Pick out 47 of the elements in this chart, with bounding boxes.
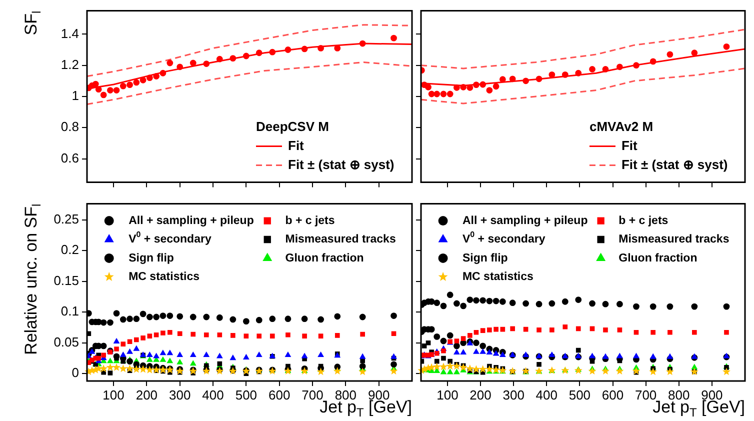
legend-label: All + sampling + pileup: [462, 214, 588, 227]
y-tick-label: 0.2: [60, 242, 79, 258]
x-tick-label: 100: [102, 387, 124, 402]
y-tick-label: 1.4: [60, 26, 79, 41]
x-tick-label: 200: [470, 387, 492, 402]
x-tick-label: 500: [235, 387, 258, 402]
x-tick-label: 300: [169, 387, 191, 402]
y-axis-title: SFl: [22, 10, 44, 36]
legend-label: b + c jets: [618, 214, 668, 227]
legend-label: All + sampling + pileup: [128, 214, 254, 227]
x-tick-label: 500: [568, 387, 591, 402]
y-tick-label: 1: [72, 88, 79, 104]
x-tick-label: 100: [436, 387, 458, 402]
y-tick-label: 0: [72, 365, 79, 380]
legend-label: Mismeasured tracks: [285, 234, 396, 246]
x-tick-label: 700: [634, 387, 657, 402]
y-axis-title: Relative unc. on SFl: [22, 204, 44, 355]
x-tick-label: 800: [668, 387, 690, 402]
x-tick-label: 400: [536, 387, 558, 402]
x-tick-label: 200: [136, 387, 158, 402]
y-tick-label: 0.1: [60, 304, 79, 319]
legend-label: Fit: [288, 138, 305, 153]
y-tick-label: 0.25: [54, 211, 79, 226]
y-tick-label: 0.15: [54, 272, 79, 288]
legend-label: Fit ± (stat ⊕ syst): [621, 156, 728, 172]
legend-label: Fit: [621, 138, 638, 153]
x-tick-label: 300: [502, 387, 524, 402]
x-tick-label: 600: [602, 387, 624, 402]
legend-label: Mismeasured tracks: [618, 234, 730, 246]
y-tick-label: 1.2: [60, 56, 79, 72]
y-tick-label: 0.05: [54, 334, 79, 350]
x-tick-label: 600: [268, 387, 290, 402]
x-tick-label: 400: [202, 387, 224, 402]
y-tick-label: 0.8: [60, 119, 79, 134]
legend-title: cMVAv2 M: [589, 118, 654, 134]
x-tick-label: 700: [302, 387, 324, 402]
legend-label: Gluon fraction: [618, 252, 698, 264]
legend-title: DeepCSV M: [256, 118, 329, 134]
legend-label: Sign flip: [462, 252, 508, 264]
legend-label: Sign flip: [128, 252, 174, 264]
x-tick-label: 800: [334, 387, 357, 402]
legend-label: MC statistics: [462, 271, 534, 284]
legend-label: Gluon fraction: [285, 252, 364, 264]
y-tick-label: 0.6: [60, 150, 79, 166]
legend-label: Fit ± (stat ⊕ syst): [288, 156, 394, 172]
legend-label: MC statistics: [128, 271, 200, 284]
legend-label: b + c jets: [285, 214, 335, 227]
